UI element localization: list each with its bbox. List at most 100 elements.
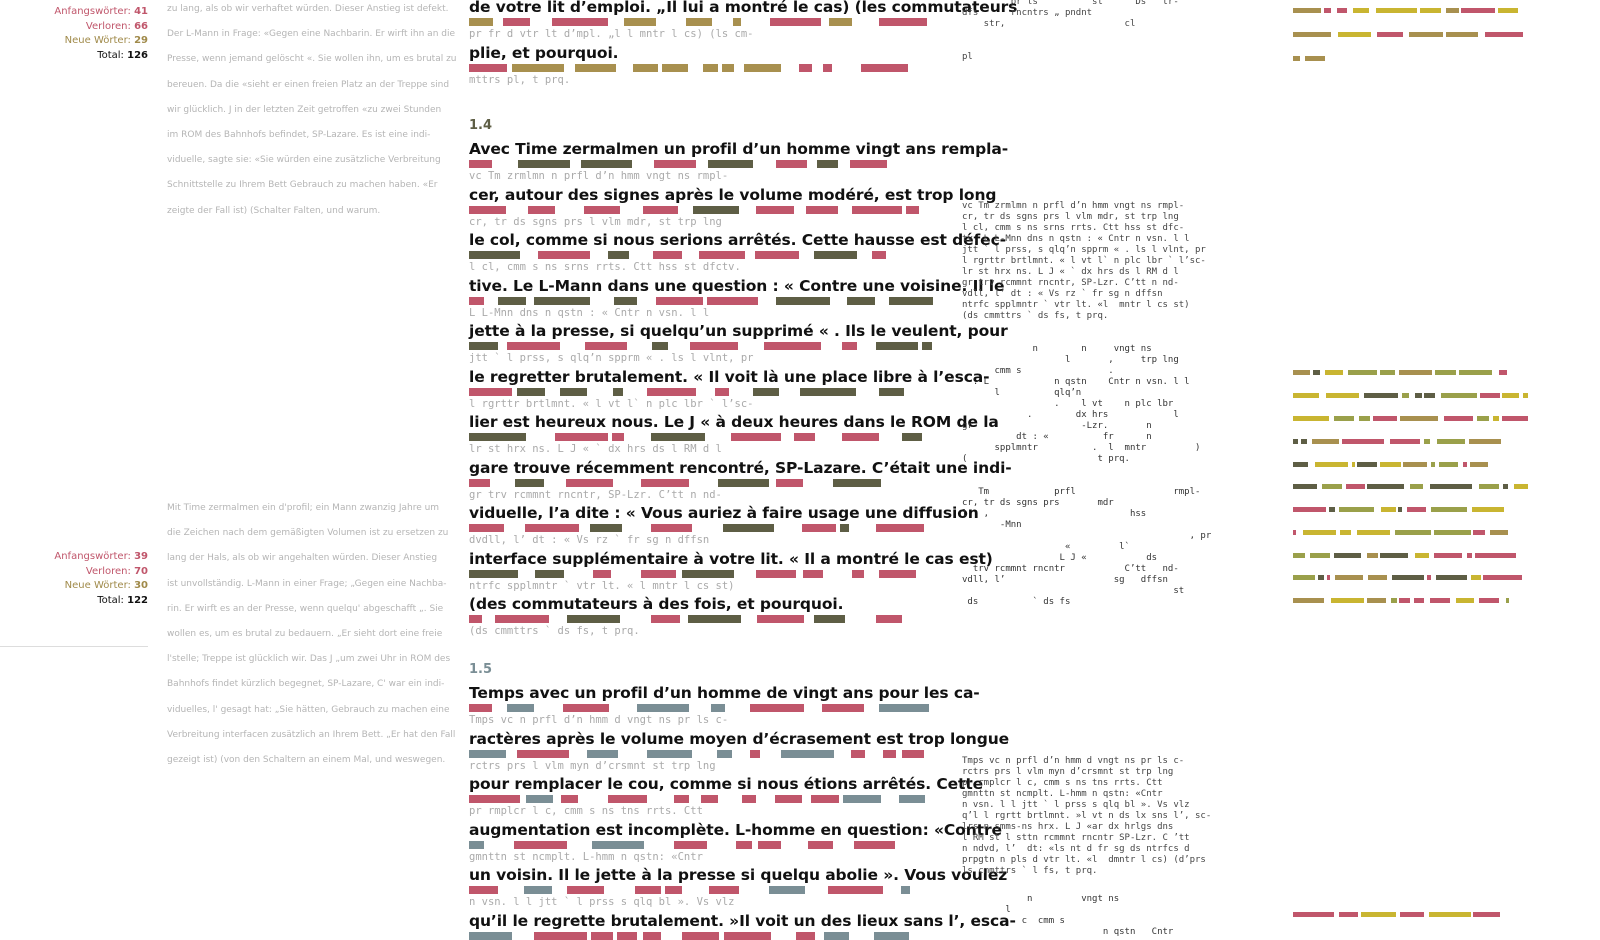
word-change-bar: [514, 840, 567, 849]
sparkline-segment: [1480, 393, 1500, 398]
sparkline-segment: [1400, 912, 1424, 917]
sparkline-segment: [1472, 507, 1504, 512]
consonant-line: vc Tm zrmlmn n prfl d’n hmm vngt ns rmpl…: [469, 170, 729, 182]
sparkline-segment: [1380, 370, 1395, 375]
word-change-bar: [469, 795, 520, 803]
consonant-line: mttrs pl, t prq.: [469, 73, 571, 86]
word-change-bar: [469, 749, 506, 758]
sparkline-segment: [1403, 462, 1427, 467]
sparkline-segment: [1456, 598, 1474, 603]
consonant-line: pr fr d vtr lt d’mpl. „l l mntr l cs) (l…: [469, 28, 754, 40]
sparkline-segment: [1346, 484, 1365, 489]
sparkline-segment: [1461, 8, 1495, 13]
word-change-bar: [718, 478, 769, 487]
sparkline-segment: [1335, 575, 1363, 580]
sparkline-segment: [1293, 416, 1329, 421]
stats-block-top: Anfangswörter: 41 Verloren: 66 Neue Wört…: [8, 5, 148, 63]
german-line: im ROM des Bahnhofs befindet, SP-Lazare.…: [167, 130, 431, 141]
consonant-column-block-3: Tm prfl rmpl- cr, tr ds sgns prs mdr l ,…: [962, 487, 1212, 607]
word-change-bar: [469, 478, 490, 487]
word-change-bar: [688, 615, 741, 623]
word-change-bar: [624, 18, 656, 26]
sparkline-segment: [1434, 553, 1462, 558]
sparkline-segment: [1376, 8, 1417, 13]
sentence-line: jette à la presse, si quelqu’un supprimé…: [469, 322, 1008, 340]
word-change-bar: [811, 795, 839, 803]
word-change-bar: [814, 615, 845, 623]
sparkline-segment: [1415, 553, 1429, 558]
word-change-bar: [637, 704, 689, 712]
sparkline-segment: [1399, 598, 1410, 603]
sentence-line: Avec Time zermalmen un profil d’un homme…: [469, 140, 1009, 158]
german-line: Verbreitung interfacen zusätzlich an Ihr…: [167, 729, 456, 740]
word-change-bar: [808, 840, 833, 849]
sparkline-segment: [1329, 507, 1335, 512]
sparkline-segment: [1473, 530, 1485, 535]
sentence-line: gare trouve récemment rencontré, SP-Laza…: [469, 458, 1012, 477]
sparkline-segment: [1523, 393, 1528, 398]
consonant-line: cr, tr ds sgns prs l vlm mdr, st trp lng: [469, 215, 722, 228]
word-change-bar: [755, 251, 799, 259]
sparkline-segment: [1353, 8, 1369, 13]
word-change-bar: [847, 296, 875, 305]
word-change-bar: [776, 296, 830, 305]
word-change-bar: [552, 18, 608, 26]
word-change-bar: [854, 840, 895, 849]
word-change-bar: [775, 795, 802, 803]
sparkline-segment: [1377, 32, 1403, 37]
word-change-bar: [469, 840, 484, 849]
word-change-bar: [469, 931, 512, 940]
sparkline-segment: [1352, 462, 1355, 467]
sparkline-segment: [1367, 484, 1404, 489]
word-change-bar: [824, 931, 849, 940]
word-change-bar: [665, 886, 682, 894]
word-change-bar: [733, 18, 741, 26]
word-change-bar: [876, 524, 924, 532]
word-change-bar: [833, 478, 881, 487]
sparkline-segment: [1293, 8, 1321, 13]
word-change-bar: [469, 387, 512, 396]
sparkline-segment: [1325, 370, 1343, 375]
sparkline-segment: [1380, 553, 1408, 558]
stat-lost-words: Verloren: 66: [85, 20, 148, 32]
sentence-line: qu’il le regrette brutalement. »Il voit …: [469, 911, 1016, 930]
word-change-bar: [823, 63, 832, 72]
word-change-bar: [802, 524, 836, 532]
sparkline-segment: [1459, 370, 1492, 375]
sentence-line: le regretter brutalement. « Il voit là u…: [469, 367, 990, 386]
word-change-bar: [538, 251, 590, 259]
word-change-bar: [641, 569, 676, 578]
sparkline-segment: [1485, 32, 1523, 37]
sparkline-segment: [1430, 598, 1450, 603]
word-change-bar: [781, 749, 834, 758]
word-change-bar: [852, 205, 902, 214]
sparkline-segment: [1305, 56, 1325, 61]
sentence-line: ractères après le volume moyen d’écrasem…: [469, 729, 1010, 748]
word-change-bar: [750, 749, 760, 758]
word-change-bar: [711, 704, 725, 712]
sparkline-segment: [1446, 8, 1459, 13]
sentence-line: (des commutateurs à des fois, et pourquo…: [469, 595, 844, 613]
sparkline-segment: [1312, 439, 1339, 444]
word-change-bar: [469, 704, 492, 712]
sparkline-segment: [1436, 575, 1467, 580]
sparkline-segment: [1477, 416, 1489, 421]
sparkline-segment: [1324, 8, 1331, 13]
word-change-bar: [469, 524, 504, 532]
sentence-line: tive. Le L-Mann dans une question : « Co…: [469, 276, 1005, 295]
consonant-line: l rgrttr brtlmnt. « l vt l` n plc lbr ` …: [469, 397, 754, 410]
sparkline-segment: [1409, 32, 1443, 37]
sparkline-segment: [1400, 416, 1438, 421]
stats-column: Anfangswörter: 41 Verloren: 66 Neue Wört…: [0, 0, 148, 926]
sentence-line: augmentation est incomplète. L-homme en …: [469, 820, 1002, 839]
word-change-bar: [842, 433, 879, 441]
stat-initial-words: Anfangswörter: 39: [54, 551, 148, 562]
stats-block-bottom: Anfangswörter: 39 Verloren: 70 Neue Wört…: [8, 550, 148, 608]
word-change-bar: [469, 569, 518, 578]
sparkline-segment: [1430, 484, 1472, 489]
word-change-bar: [651, 615, 680, 623]
sparkline-segment: [1399, 370, 1432, 375]
stats-divider: [0, 646, 148, 647]
german-line: Presse, wenn jemand gelöscht «. Sie woll…: [167, 54, 457, 65]
sparkline-segment: [1437, 439, 1465, 444]
